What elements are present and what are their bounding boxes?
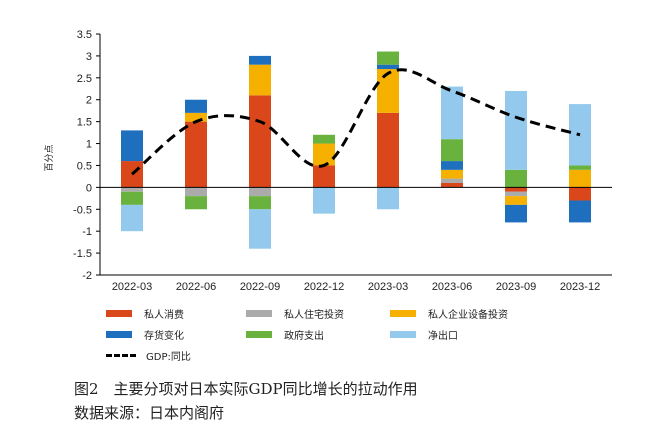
bar-segment-0-5 <box>441 182 463 188</box>
bar-segment-4-2 <box>249 196 271 210</box>
bar-segment-0-6 <box>505 187 527 192</box>
bar-segment-2-2 <box>249 64 271 96</box>
x-tick-label: 2023-12 <box>560 281 600 293</box>
bar-segment-3-7 <box>569 200 591 223</box>
legend-item-private-housing: 私人住宅投资 <box>246 305 344 321</box>
bar-segment-2-4 <box>377 69 399 113</box>
bar-segment-5-6 <box>505 90 527 170</box>
bar-segment-5-0 <box>121 204 143 232</box>
bar-segment-0-2 <box>249 95 271 188</box>
legend-label: 私人住宅投资 <box>284 309 344 321</box>
gdp-line <box>131 68 581 176</box>
bar-segment-1-0 <box>121 187 143 192</box>
bar-segment-2-1 <box>185 112 207 122</box>
bar-segment-0-3 <box>313 165 335 188</box>
figure-caption-title: 图2 主要分项对日本实际GDP同比增长的拉动作用 <box>74 380 418 398</box>
ticks-layer: 3.5 3 2.5 2 1.5 1 0.5 0 -0.5 -1 -1.5 -2 2022-03 2022-… <box>73 29 600 293</box>
bar-segment-4-0 <box>121 191 143 205</box>
bar-segment-1-2 <box>249 187 271 197</box>
y-tick-label: -1 <box>82 226 92 238</box>
bar-segment-2-5 <box>441 169 463 179</box>
legend-dash <box>106 353 136 357</box>
y-tick-label: 2.5 <box>77 73 92 85</box>
legend-swatch <box>390 330 416 338</box>
y-tick-label: -1.5 <box>73 248 92 260</box>
legend-item-business-equipment: 私人企业设备投资 <box>390 305 508 321</box>
y-axis-label: 百分点 <box>44 144 55 171</box>
legend: 私人消费 私人住宅投资 私人企业设备投资 存货变化 政府支出 净出口 GDP:同… <box>100 305 580 365</box>
legend-item-net-exports: 净出口 <box>390 326 458 342</box>
bar-segment-4-3 <box>313 134 335 144</box>
y-tick-label: 3 <box>86 51 92 63</box>
legend-label: 净出口 <box>428 330 458 342</box>
x-tick-label: 2022-09 <box>240 281 280 293</box>
bar-segment-5-2 <box>249 209 271 249</box>
bar-segment-4-1 <box>185 196 207 210</box>
bar-segment-3-1 <box>185 99 207 113</box>
y-tick-label: -0.5 <box>73 204 92 216</box>
legend-swatch <box>106 330 132 338</box>
bar-segment-1-1 <box>185 187 207 197</box>
legend-item-inventory: 存货变化 <box>106 326 184 342</box>
legend-swatch <box>390 309 416 317</box>
x-tick-label: 2022-12 <box>304 281 344 293</box>
y-tick-label: 1.5 <box>77 117 92 129</box>
legend-label: 政府支出 <box>284 330 324 342</box>
legend-label: 存货变化 <box>144 330 184 342</box>
bar-segment-4-7 <box>569 165 591 170</box>
bar-segment-0-7 <box>569 187 591 201</box>
bar-segment-5-4 <box>377 187 399 210</box>
legend-swatch <box>106 309 132 317</box>
x-tick-label: 2022-03 <box>112 281 152 293</box>
bar-segment-5-3 <box>313 187 335 214</box>
bar-segment-4-5 <box>441 139 463 162</box>
x-tick-label: 2023-06 <box>432 281 472 293</box>
bars-layer <box>121 51 591 249</box>
figure-caption-source: 数据来源：日本内阁府 <box>74 404 225 422</box>
bar-segment-2-6 <box>505 196 527 205</box>
y-tick-label: 1 <box>86 139 92 151</box>
bar-segment-3-5 <box>441 161 463 170</box>
bar-segment-0-1 <box>185 121 207 188</box>
bar-segment-3-4 <box>377 64 399 70</box>
bar-segment-1-6 <box>505 191 527 197</box>
legend-label: 私人消费 <box>144 309 184 321</box>
legend-swatch <box>246 330 272 338</box>
y-tick-label: 3.5 <box>77 29 92 41</box>
legend-label: 私人企业设备投资 <box>428 309 508 321</box>
x-tick-label: 2023-03 <box>368 281 408 293</box>
chart: 3.5 3 2.5 2 1.5 1 0.5 0 -0.5 -1 -1.5 -2 2022-03 2022-… <box>44 29 612 293</box>
bar-segment-3-2 <box>249 55 271 65</box>
bar-segment-0-4 <box>377 112 399 188</box>
y-tick-label: -2 <box>82 270 92 282</box>
bar-segment-2-3 <box>313 143 335 166</box>
bar-segment-3-0 <box>121 130 143 162</box>
y-tick-label: 0.5 <box>77 160 92 172</box>
bar-segment-2-7 <box>569 169 591 188</box>
bar-segment-1-5 <box>441 178 463 183</box>
y-tick-label: 2 <box>86 95 92 107</box>
y-tick-label: 0 <box>86 182 92 194</box>
legend-label: GDP:同比 <box>146 351 191 363</box>
legend-item-government: 政府支出 <box>246 326 324 342</box>
legend-item-gdp: GDP:同比 <box>106 347 191 363</box>
x-tick-label: 2023-09 <box>496 281 536 293</box>
x-tick-label: 2022-06 <box>176 281 216 293</box>
bar-segment-4-6 <box>505 169 527 188</box>
bar-segment-5-5 <box>441 86 463 140</box>
legend-item-private-consumption: 私人消费 <box>106 305 184 321</box>
legend-swatch <box>246 309 272 317</box>
bar-segment-4-4 <box>377 51 399 65</box>
bar-segment-3-6 <box>505 204 527 223</box>
